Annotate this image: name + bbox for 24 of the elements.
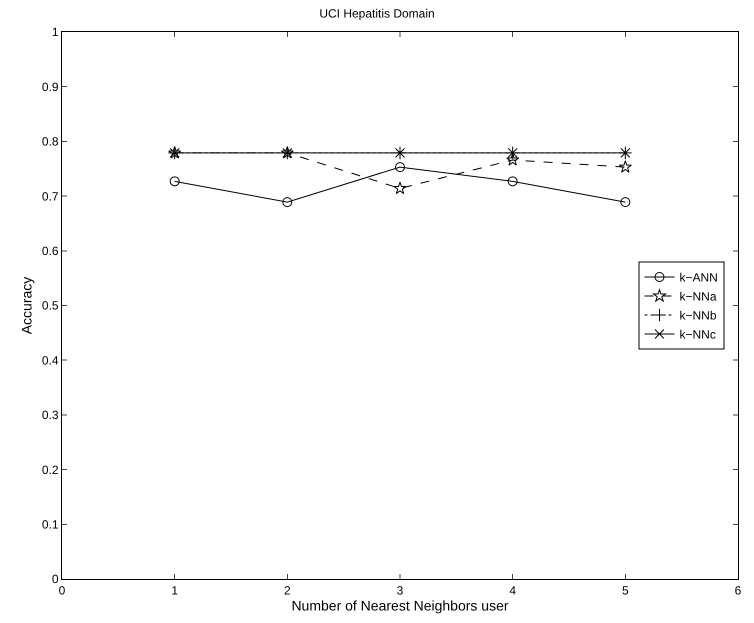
x-axis-title: Number of Nearest Neighbors user bbox=[291, 598, 509, 614]
y-axis-title: Accuracy bbox=[18, 276, 35, 334]
legend-label: k−NNa bbox=[679, 290, 717, 304]
y-tick-label: 0.6 bbox=[42, 244, 59, 258]
y-tick-label: 0.4 bbox=[42, 353, 59, 368]
y-tick-label: 1 bbox=[52, 25, 59, 40]
y-tick-label: 0.2 bbox=[42, 462, 59, 477]
x-tick-label: 4 bbox=[509, 583, 516, 598]
y-tick-label: 0.1 bbox=[42, 518, 59, 532]
legend-label: k−ANN bbox=[679, 270, 718, 285]
y-tick-label: 0 bbox=[52, 572, 59, 586]
y-tick-label: 0.5 bbox=[42, 298, 59, 313]
x-tick-label: 2 bbox=[284, 583, 291, 598]
y-tick-label: 0.8 bbox=[42, 134, 59, 149]
y-tick-label: 0.7 bbox=[42, 189, 59, 204]
legend-label: k−NNc bbox=[679, 328, 716, 342]
x-tick-label: 5 bbox=[622, 583, 629, 598]
x-tick-label: 3 bbox=[396, 583, 404, 598]
x-tick-label: 6 bbox=[734, 583, 742, 598]
chart-title: UCI Hepatitis Domain bbox=[319, 6, 435, 21]
y-tick-label: 0.9 bbox=[42, 80, 59, 94]
x-tick-label: 1 bbox=[171, 583, 178, 598]
legend-label: k−NNb bbox=[679, 308, 717, 323]
y-tick-label: 0.3 bbox=[42, 408, 59, 422]
